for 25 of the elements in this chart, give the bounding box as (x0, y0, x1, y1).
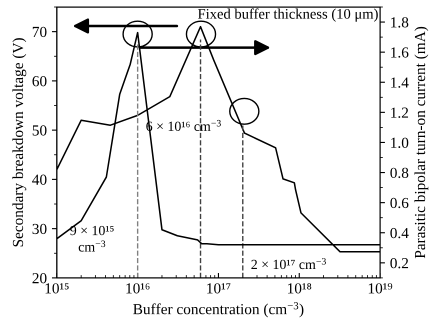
x-tick-label: 10¹⁹ (368, 283, 392, 294)
annotation: Fixed buffer thickness (10 μm) (198, 8, 378, 22)
y2-tick-label: 1.2 (391, 108, 408, 118)
y-axis-title: Secondary breakdown voltage (V) (12, 38, 26, 246)
y2-tick-label: 1.8 (391, 17, 408, 28)
y-tick-label: 20 (32, 273, 47, 284)
y2-tick-label: 0.2 (390, 258, 408, 268)
y-tick-label: 30 (32, 224, 47, 234)
y-tick-label: 40 (32, 174, 47, 185)
y2-axis-title: Parasitic bipolar turn-on current (mA) (414, 26, 428, 258)
y-tick-label: 50 (32, 125, 47, 136)
x-tick-label: 10¹⁵ (46, 283, 69, 294)
x-axis-title: Buffer concentration (cm$^{−3}$) (133, 302, 304, 318)
x-tick-label: 10¹⁷ (207, 283, 230, 294)
y-tick-label: 70 (32, 26, 47, 38)
y-tick-label: 60 (32, 76, 47, 86)
annotation: 2 × 10¹⁷ cm$^{−3}$ (251, 258, 326, 270)
y2-tick-label: 1.4 (391, 77, 409, 88)
y2-tick-label: 1.0 (391, 138, 408, 148)
y2-tick-label: 0.6 (390, 198, 408, 208)
y2-tick-label: 0.4 (390, 228, 409, 238)
x-tick-label: 10¹⁶ (126, 283, 150, 294)
y2-tick-label: 1.6 (391, 47, 408, 58)
y2-tick-label: 0.8 (390, 168, 408, 178)
x-tick-label: 10¹⁸ (288, 283, 312, 294)
